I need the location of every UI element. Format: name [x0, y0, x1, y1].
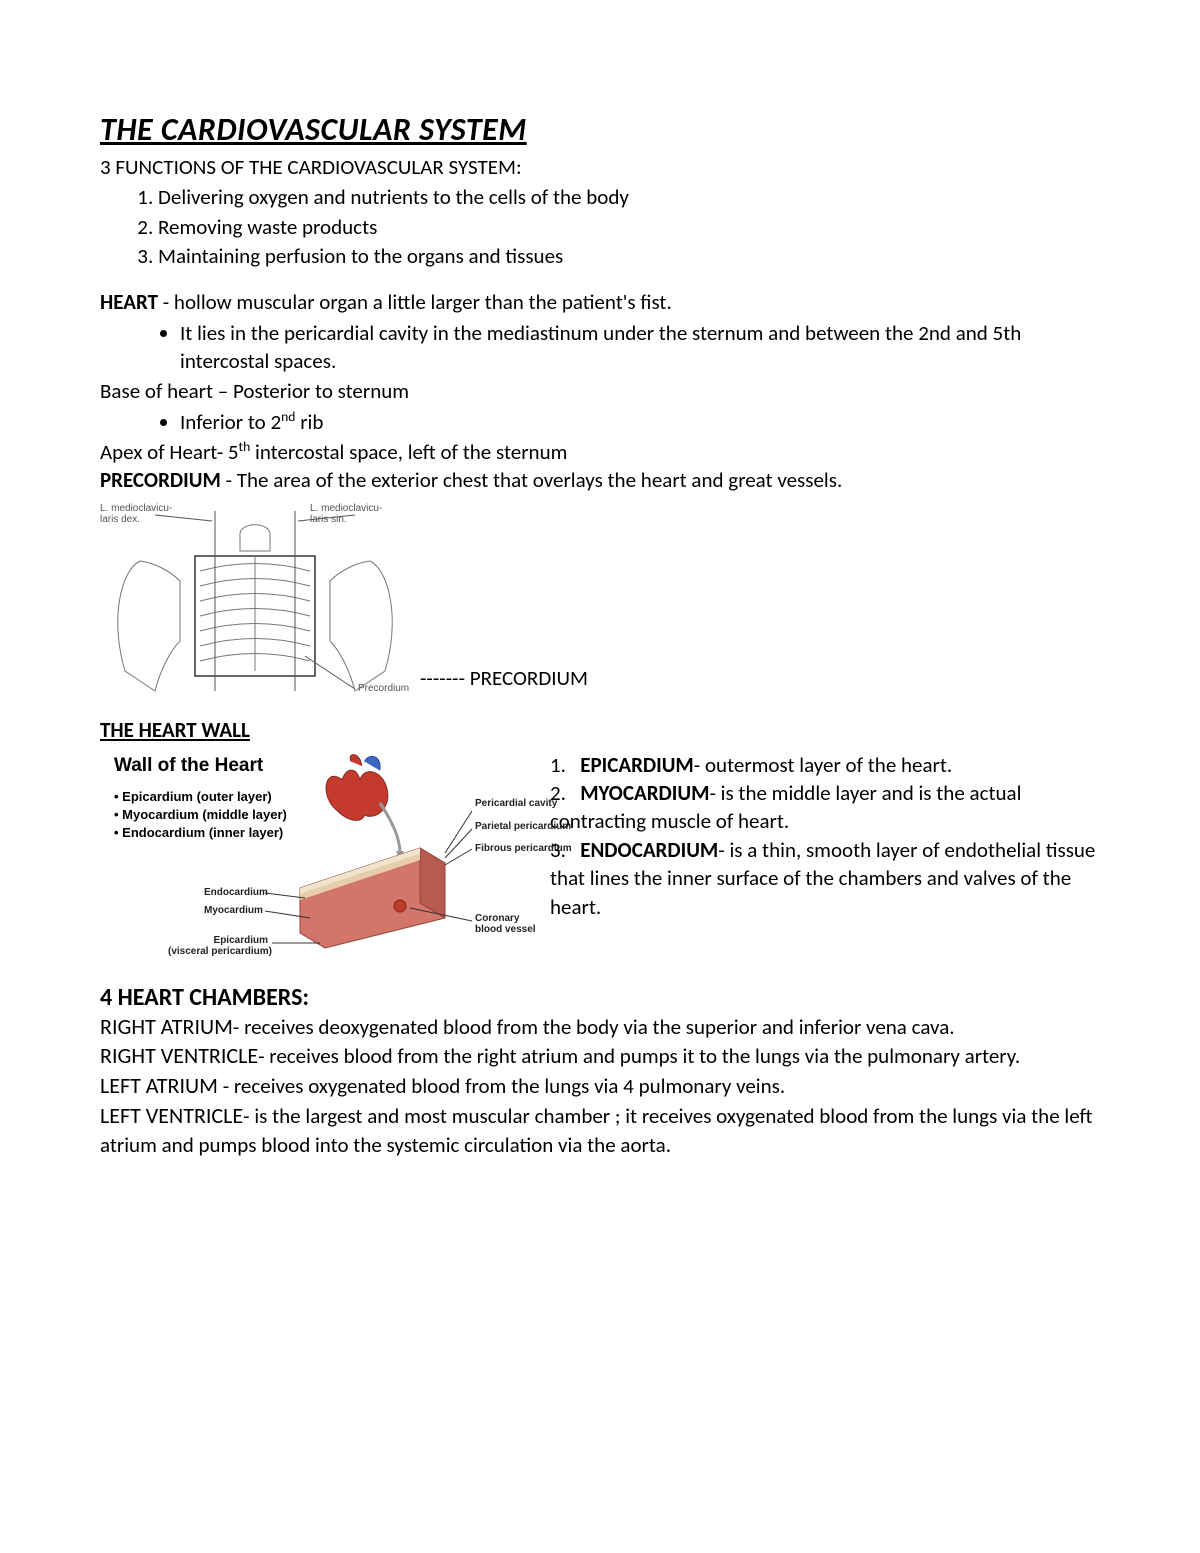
fig-label: Fibrous pericardium	[475, 843, 572, 854]
precordium-caption: ------- PRECORDIUM	[420, 664, 588, 700]
chamber-desc: - receives blood from the right atrium a…	[258, 1043, 1020, 1069]
precordium-svg	[100, 501, 410, 701]
base-bullets: Inferior to 2nd rib	[100, 408, 1100, 436]
base-line: Base of heart – Posterior to sternum	[100, 377, 1100, 405]
chamber-desc: - receives deoxygenated blood from the b…	[233, 1014, 955, 1040]
fig-label: Coronary blood vessel	[475, 913, 536, 935]
layer-item: 3. ENDOCARDIUM- is a thin, smooth layer …	[550, 836, 1100, 921]
fig-callout: Precordium	[358, 683, 409, 694]
chambers-heading: 4 HEART CHAMBERS:	[100, 983, 1100, 1012]
layer-name: EPICARDIUM	[580, 752, 694, 778]
heart-wall-text: 1. EPICARDIUM- outermost layer of the he…	[550, 743, 1100, 921]
chamber-name: LEFT VENTRICLE	[100, 1102, 243, 1129]
functions-list: Delivering oxygen and nutrients to the c…	[100, 183, 1100, 270]
heart-wall-heading: THE HEART WALL	[100, 717, 1100, 743]
list-item: Maintaining perfusion to the organs and …	[158, 242, 1100, 270]
fig-label: Parietal pericardium	[475, 821, 571, 832]
fig-label: Pericardial cavity	[475, 798, 557, 809]
heart-line: HEART - hollow muscular organ a little l…	[100, 288, 1100, 316]
wall-bullet: • Endocardium (inner layer)	[114, 825, 283, 840]
heart-label: HEART	[100, 289, 158, 315]
fig-label-right: L. medioclavicu- laris sin.	[310, 503, 382, 525]
chamber-item: RIGHT VENTRICLE- receives blood from the…	[100, 1041, 1100, 1071]
chamber-item: LEFT VENTRICLE- is the largest and most …	[100, 1101, 1100, 1159]
chamber-name: LEFT ATRIUM	[100, 1072, 218, 1099]
heart-wall-row: Wall of the Heart • Epicardium (outer la…	[100, 743, 1100, 973]
apex-sup: th	[239, 438, 251, 455]
functions-heading: 3 FUNCTIONS OF THE CARDIOVASCULAR SYSTEM…	[100, 153, 1100, 181]
chamber-item: LEFT ATRIUM - receives oxygenated blood …	[100, 1071, 1100, 1101]
wall-bullet-text: • Epicardium (outer layer)	[114, 789, 272, 804]
chamber-name: RIGHT VENTRICLE	[100, 1042, 258, 1069]
spacer	[100, 973, 1100, 983]
precordium-diagram: L. medioclavicu- laris dex. L. medioclav…	[100, 501, 410, 701]
chamber-desc: - is the largest and most muscular chamb…	[100, 1103, 1092, 1158]
base-sup: nd	[281, 408, 295, 425]
wall-bullet: • Epicardium (outer layer)	[114, 789, 272, 804]
fig-label: Epicardium (visceral pericardium)	[168, 935, 268, 957]
base-prefix: Inferior to 2	[180, 409, 281, 435]
apex-suffix: intercostal space, left of the sternum	[250, 439, 567, 465]
layer-name: ENDOCARDIUM	[580, 837, 718, 863]
precordium-line: PRECORDIUM - The area of the exterior ch…	[100, 466, 1100, 494]
layer-item: 2. MYOCARDIUM- is the middle layer and i…	[550, 779, 1100, 836]
layer-name: MYOCARDIUM	[580, 780, 709, 806]
list-item: It lies in the pericardial cavity in the…	[180, 319, 1100, 376]
layer-item: 1. EPICARDIUM- outermost layer of the he…	[550, 751, 1100, 779]
wall-bullet-text: • Myocardium (middle layer)	[114, 807, 287, 822]
fig-label-left: L. medioclavicu- laris dex.	[100, 503, 172, 525]
wall-bullet-text: • Endocardium (inner layer)	[114, 825, 283, 840]
fig-label: Endocardium	[204, 887, 268, 898]
wall-bullet: • Myocardium (middle layer)	[114, 807, 287, 822]
page-title: THE CARDIOVASCULAR SYSTEM	[100, 110, 1100, 149]
heart-wall-svg	[100, 743, 530, 973]
layer-desc: - outermost layer of the heart.	[694, 752, 952, 778]
chamber-name: RIGHT ATRIUM	[100, 1013, 233, 1040]
list-item: Removing waste products	[158, 213, 1100, 241]
chamber-desc: - receives oxygenated blood from the lun…	[218, 1073, 785, 1099]
wall-fig-title: Wall of the Heart	[114, 755, 263, 777]
list-item: Inferior to 2nd rib	[180, 408, 1100, 436]
heart-desc: - hollow muscular organ a little larger …	[158, 289, 672, 315]
base-suffix: rib	[295, 409, 323, 435]
fig-label: Myocardium	[204, 905, 263, 916]
heart-bullets: It lies in the pericardial cavity in the…	[100, 319, 1100, 376]
precordium-figure-row: L. medioclavicu- laris dex. L. medioclav…	[100, 501, 1100, 701]
precordium-label: PRECORDIUM	[100, 467, 221, 493]
list-item: Delivering oxygen and nutrients to the c…	[158, 183, 1100, 211]
precordium-desc: - The area of the exterior chest that ov…	[221, 467, 842, 493]
heart-wall-figure: Wall of the Heart • Epicardium (outer la…	[100, 743, 530, 973]
layer-n: 1.	[550, 752, 566, 778]
chamber-item: RIGHT ATRIUM- receives deoxygenated bloo…	[100, 1012, 1100, 1042]
page: THE CARDIOVASCULAR SYSTEM 3 FUNCTIONS OF…	[0, 0, 1200, 1553]
apex-prefix: Apex of Heart- 5	[100, 439, 239, 465]
apex-line: Apex of Heart- 5th intercostal space, le…	[100, 438, 1100, 466]
